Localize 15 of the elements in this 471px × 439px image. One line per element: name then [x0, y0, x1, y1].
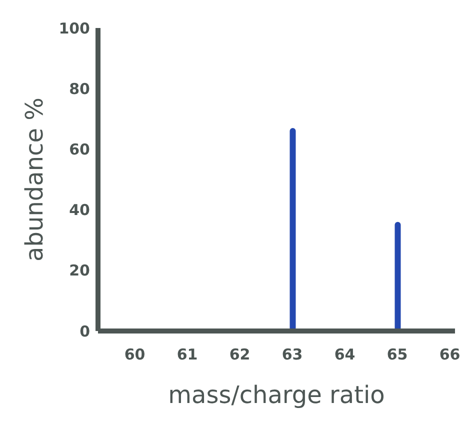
x-tick-label: 60 — [124, 346, 146, 364]
y-tick-label: 40 — [69, 201, 90, 220]
x-tick-label: 66 — [439, 346, 460, 364]
x-tick-label: 61 — [176, 346, 198, 364]
x-tick-label: 65 — [386, 346, 408, 364]
y-tick-label: 20 — [69, 262, 90, 280]
y-tick-label: 80 — [69, 80, 90, 98]
x-tick-label: 63 — [282, 346, 303, 364]
y-tick-label: 60 — [69, 140, 90, 159]
x-tick-label: 62 — [229, 346, 250, 364]
y-tick-label: 0 — [80, 322, 90, 340]
x-axis-title: mass/charge ratio — [168, 381, 385, 409]
y-tick-label: 100 — [58, 19, 90, 38]
x-tick-label: 64 — [334, 346, 356, 364]
y-axis-title: abundance % — [20, 98, 49, 262]
